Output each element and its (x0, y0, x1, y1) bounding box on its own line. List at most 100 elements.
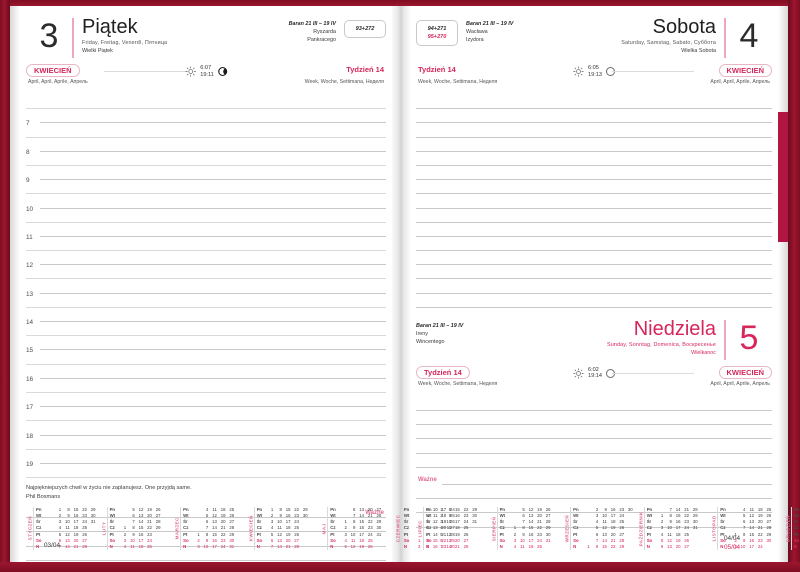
mini-calendar-day[interactable]: 11 (749, 506, 755, 512)
mini-calendar-day[interactable]: 20 (285, 537, 291, 543)
mini-calendar-day[interactable]: 11 (602, 519, 607, 525)
mini-calendar-day[interactable]: 28 (450, 531, 455, 537)
mini-calendar-day[interactable]: 10 (446, 519, 452, 525)
mini-calendar-day[interactable]: 2 (197, 537, 200, 543)
mini-calendar-day[interactable]: 16 (432, 543, 438, 549)
schedule-half-line[interactable] (26, 294, 386, 308)
mini-calendar-day[interactable]: 23 (82, 512, 87, 518)
mini-calendar-day[interactable]: 13 (277, 537, 282, 543)
mini-calendar-day[interactable]: 20 (441, 525, 447, 531)
mini-calendar-day[interactable]: 21 (537, 519, 542, 525)
mini-calendar-day[interactable]: 24 (367, 531, 373, 537)
note-line[interactable] (416, 194, 772, 209)
mini-calendar-day[interactable]: 10 (129, 537, 135, 543)
mini-calendar-day[interactable]: 25 (619, 519, 625, 525)
mini-calendar-day[interactable]: 18 (220, 506, 226, 512)
mini-calendar-day[interactable]: 14 (138, 519, 144, 525)
important-line[interactable] (26, 547, 386, 561)
mini-calendar-day[interactable]: 1 (123, 525, 127, 531)
mini-calendar-day[interactable]: 24 (147, 537, 152, 543)
mini-calendar-day[interactable]: 17 (455, 519, 460, 525)
mini-calendar-day[interactable]: 23 (367, 525, 373, 531)
mini-calendar-day[interactable]: 29 (472, 506, 477, 512)
mini-calendar-day[interactable]: 28 (376, 512, 382, 518)
mini-calendar-day[interactable]: 19 (359, 543, 365, 549)
mini-calendar-day[interactable]: 10 (740, 543, 746, 549)
mini-calendar-day[interactable]: 18 (528, 543, 534, 549)
mini-calendar-day[interactable]: 12 (528, 506, 534, 512)
mini-calendar-day[interactable]: 22 (684, 512, 690, 518)
mini-calendar-day[interactable]: 18 (455, 525, 460, 531)
mini-calendar-day[interactable]: 11 (277, 525, 282, 531)
mini-calendar-day[interactable]: 20 (220, 519, 226, 525)
important-line[interactable]: Ważne (26, 504, 386, 519)
mini-calendar-day[interactable]: 23 (619, 506, 625, 512)
mini-calendar-day[interactable]: 20 (610, 531, 616, 537)
mini-calendar-day[interactable]: 6 (743, 519, 746, 525)
mini-calendar[interactable]: LUTY Pn 5 12 19 26 Wt 6 13 20 27 Śr 7 14 21 28 Cz 1 8 15 22 2… (100, 506, 171, 550)
mini-calendar-day[interactable]: 25 (537, 543, 542, 549)
mini-calendar-day[interactable]: 27 (684, 543, 690, 549)
note-line[interactable] (416, 180, 772, 195)
mini-calendar-day[interactable]: 22 (537, 525, 542, 531)
mini-calendar-day[interactable]: 12 (446, 531, 452, 537)
mini-calendar-day[interactable]: 4 (513, 543, 517, 549)
mini-calendar-day[interactable]: 14 (359, 512, 365, 518)
mini-calendar-day[interactable]: 5 (58, 531, 62, 537)
schedule-half-line[interactable] (26, 350, 386, 365)
mini-calendar-day[interactable]: 9 (279, 512, 282, 518)
schedule-half-line[interactable] (26, 237, 386, 252)
mini-calendar-day[interactable]: 18 (359, 537, 365, 543)
mini-calendar-day[interactable]: 2 (440, 512, 443, 518)
mini-calendar-day[interactable]: 7 (132, 519, 135, 525)
mini-calendar-day[interactable]: 17 (73, 519, 79, 525)
mini-calendar-day[interactable]: 12 (350, 543, 356, 549)
schedule-half-line[interactable] (26, 407, 386, 422)
mini-calendar-day[interactable]: 13 (528, 512, 534, 518)
important-line[interactable] (26, 532, 386, 547)
mini-calendar-day[interactable]: 22 (610, 543, 616, 549)
mini-calendar-day[interactable]: 6 (522, 512, 525, 518)
mini-calendar-day[interactable]: 15 (528, 525, 534, 531)
mini-calendar-day[interactable]: 1 (418, 537, 421, 543)
mini-calendar-day[interactable]: 11 (520, 543, 525, 549)
schedule-half-line[interactable] (26, 123, 386, 138)
mini-calendar-day[interactable]: 21 (455, 543, 460, 549)
mini-calendar-day[interactable]: 12 (65, 531, 70, 537)
mini-calendar-day[interactable]: 2 (660, 519, 664, 525)
mini-calendar-day[interactable]: 7 (522, 519, 525, 525)
schedule-half-line[interactable] (26, 180, 386, 195)
mini-calendar-day[interactable]: 3 (426, 506, 429, 512)
schedule-hour-row[interactable]: 14 (26, 308, 386, 326)
mini-calendar-day[interactable]: 29 (302, 506, 308, 512)
mini-calendar-day[interactable]: 17 (359, 531, 365, 537)
mini-calendar-day[interactable]: 27 (155, 512, 161, 518)
mini-calendar-day[interactable]: 14 (432, 531, 438, 537)
mini-calendar-day[interactable]: 22 (367, 519, 373, 525)
mini-calendar-day[interactable]: 9 (132, 531, 135, 537)
important-line[interactable] (416, 499, 772, 514)
mini-calendar-day[interactable]: 29 (155, 525, 161, 531)
mini-calendar-day[interactable]: 1 (587, 543, 590, 549)
mini-calendar-day[interactable]: 9 (604, 506, 607, 512)
mini-calendar-day[interactable]: 31 (692, 525, 698, 531)
mini-calendar[interactable]: KWIECIEŃ Pn 1 8 15 22 29 Wt 2 9 16 23 30 Śr 3 10 17 24 Cz 4… (247, 506, 318, 550)
mini-calendar-day[interactable]: 8 (67, 506, 70, 512)
mini-calendar-day[interactable]: 21 (147, 519, 152, 525)
mini-calendar-day[interactable]: 22 (463, 506, 469, 512)
mini-calendar-day[interactable]: 9 (205, 537, 209, 543)
mini-calendar-day[interactable]: 5 (440, 531, 443, 537)
mini-calendar-day[interactable]: 3 (58, 519, 62, 525)
mini-calendar-day[interactable]: 26 (155, 506, 161, 512)
mini-calendar-day[interactable]: 22 (82, 506, 87, 512)
important-line[interactable] (416, 513, 772, 528)
note-line[interactable] (416, 251, 772, 266)
mini-calendar-day[interactable]: 9 (448, 512, 452, 518)
mini-calendar-day[interactable]: 7 (426, 531, 429, 537)
mini-calendar-day[interactable]: 29 (619, 543, 625, 549)
mini-calendar-day[interactable]: 3 (270, 519, 274, 525)
mini-calendar-day[interactable]: 19 (455, 531, 460, 537)
mini-calendar-day[interactable]: 3 (513, 537, 517, 543)
mini-calendar-day[interactable]: 22 (294, 506, 300, 512)
mini-calendar-day[interactable]: 29 (766, 531, 772, 537)
